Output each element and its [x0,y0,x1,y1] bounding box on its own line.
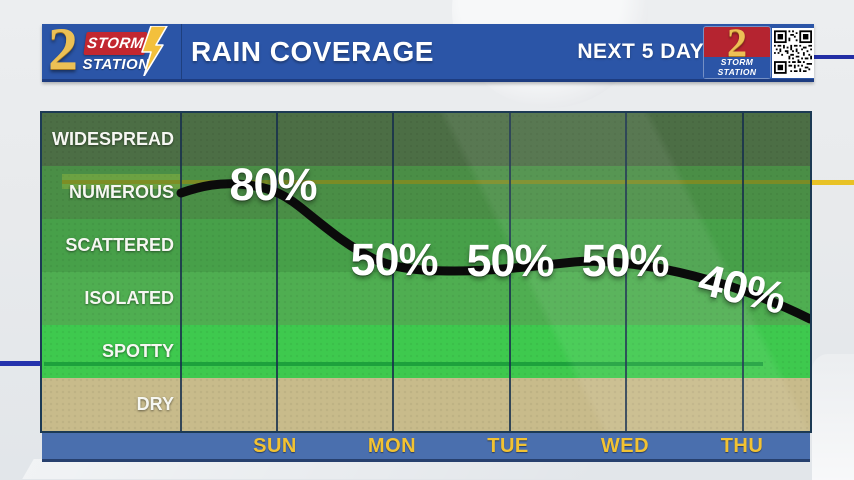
day-label-mon: MON [367,435,417,457]
band-row-numerous: NUMEROUS [42,166,810,219]
timeframe-label: NEXT 5 DAYS [577,39,719,63]
corner-channel-number: 2 [727,20,747,65]
coverage-bands: WIDESPREAD NUMEROUS SCATTERED ISOLATED S… [42,113,810,431]
rain-coverage-chart: WIDESPREAD NUMEROUS SCATTERED ISOLATED S… [40,111,812,433]
band-label: WIDESPREAD [51,129,174,149]
band-row-widespread: WIDESPREAD [42,113,810,166]
green-accent-line [44,362,763,366]
yellow-accent-line [810,180,854,185]
gridline-thu [742,113,744,431]
axis-divider [180,113,182,431]
blue-accent-line [0,361,43,366]
band-label: DRY [136,394,174,414]
day-axis: SUN MON TUE WED THU [42,433,810,462]
day-label-wed: WED [600,435,650,457]
band-label: SPOTTY [101,341,174,361]
gridline-sun [276,113,278,431]
value-label-sun: 80% [229,159,317,210]
station-logo: 2 STORM STATION [42,19,182,79]
corner-logo: 2 STORM STATION [704,23,770,78]
corner-logo-text: STORM STATION [704,57,770,78]
station-label: STATION [82,56,150,73]
gridline-wed [625,113,627,431]
band-row-dry: DRY [42,378,810,431]
olive-accent-line [62,180,810,184]
value-label-mon: 50% [350,234,438,285]
qr-code [772,28,814,78]
band-label: ISOLATED [84,288,174,308]
band-row-scattered: SCATTERED [42,219,810,272]
day-label-sun: SUN [253,435,297,457]
gridline-mon [392,113,394,431]
lightning-bolt-icon [141,26,168,76]
trend-curve [176,179,810,324]
value-label-tue: 50% [466,235,554,286]
day-label-thu: THU [720,435,764,457]
blue-accent-line-right [812,55,854,59]
background-panel [812,354,854,480]
value-label-wed: 50% [581,235,669,286]
band-row-spotty: SPOTTY [42,325,810,378]
day-label-tue: TUE [487,435,529,457]
page-title: RAIN COVERAGE [191,35,434,67]
storm-label: STORM [86,35,145,52]
header-bar: 2 STORM STATION RAIN COVERAGE NEXT 5 DAY… [42,19,814,82]
band-label: SCATTERED [65,235,174,255]
band-row-isolated: ISOLATED [42,272,810,325]
channel-number: 2 [48,16,78,82]
qr-pattern [774,30,812,76]
background-swoosh [22,459,614,479]
band-label: NUMEROUS [68,182,174,202]
